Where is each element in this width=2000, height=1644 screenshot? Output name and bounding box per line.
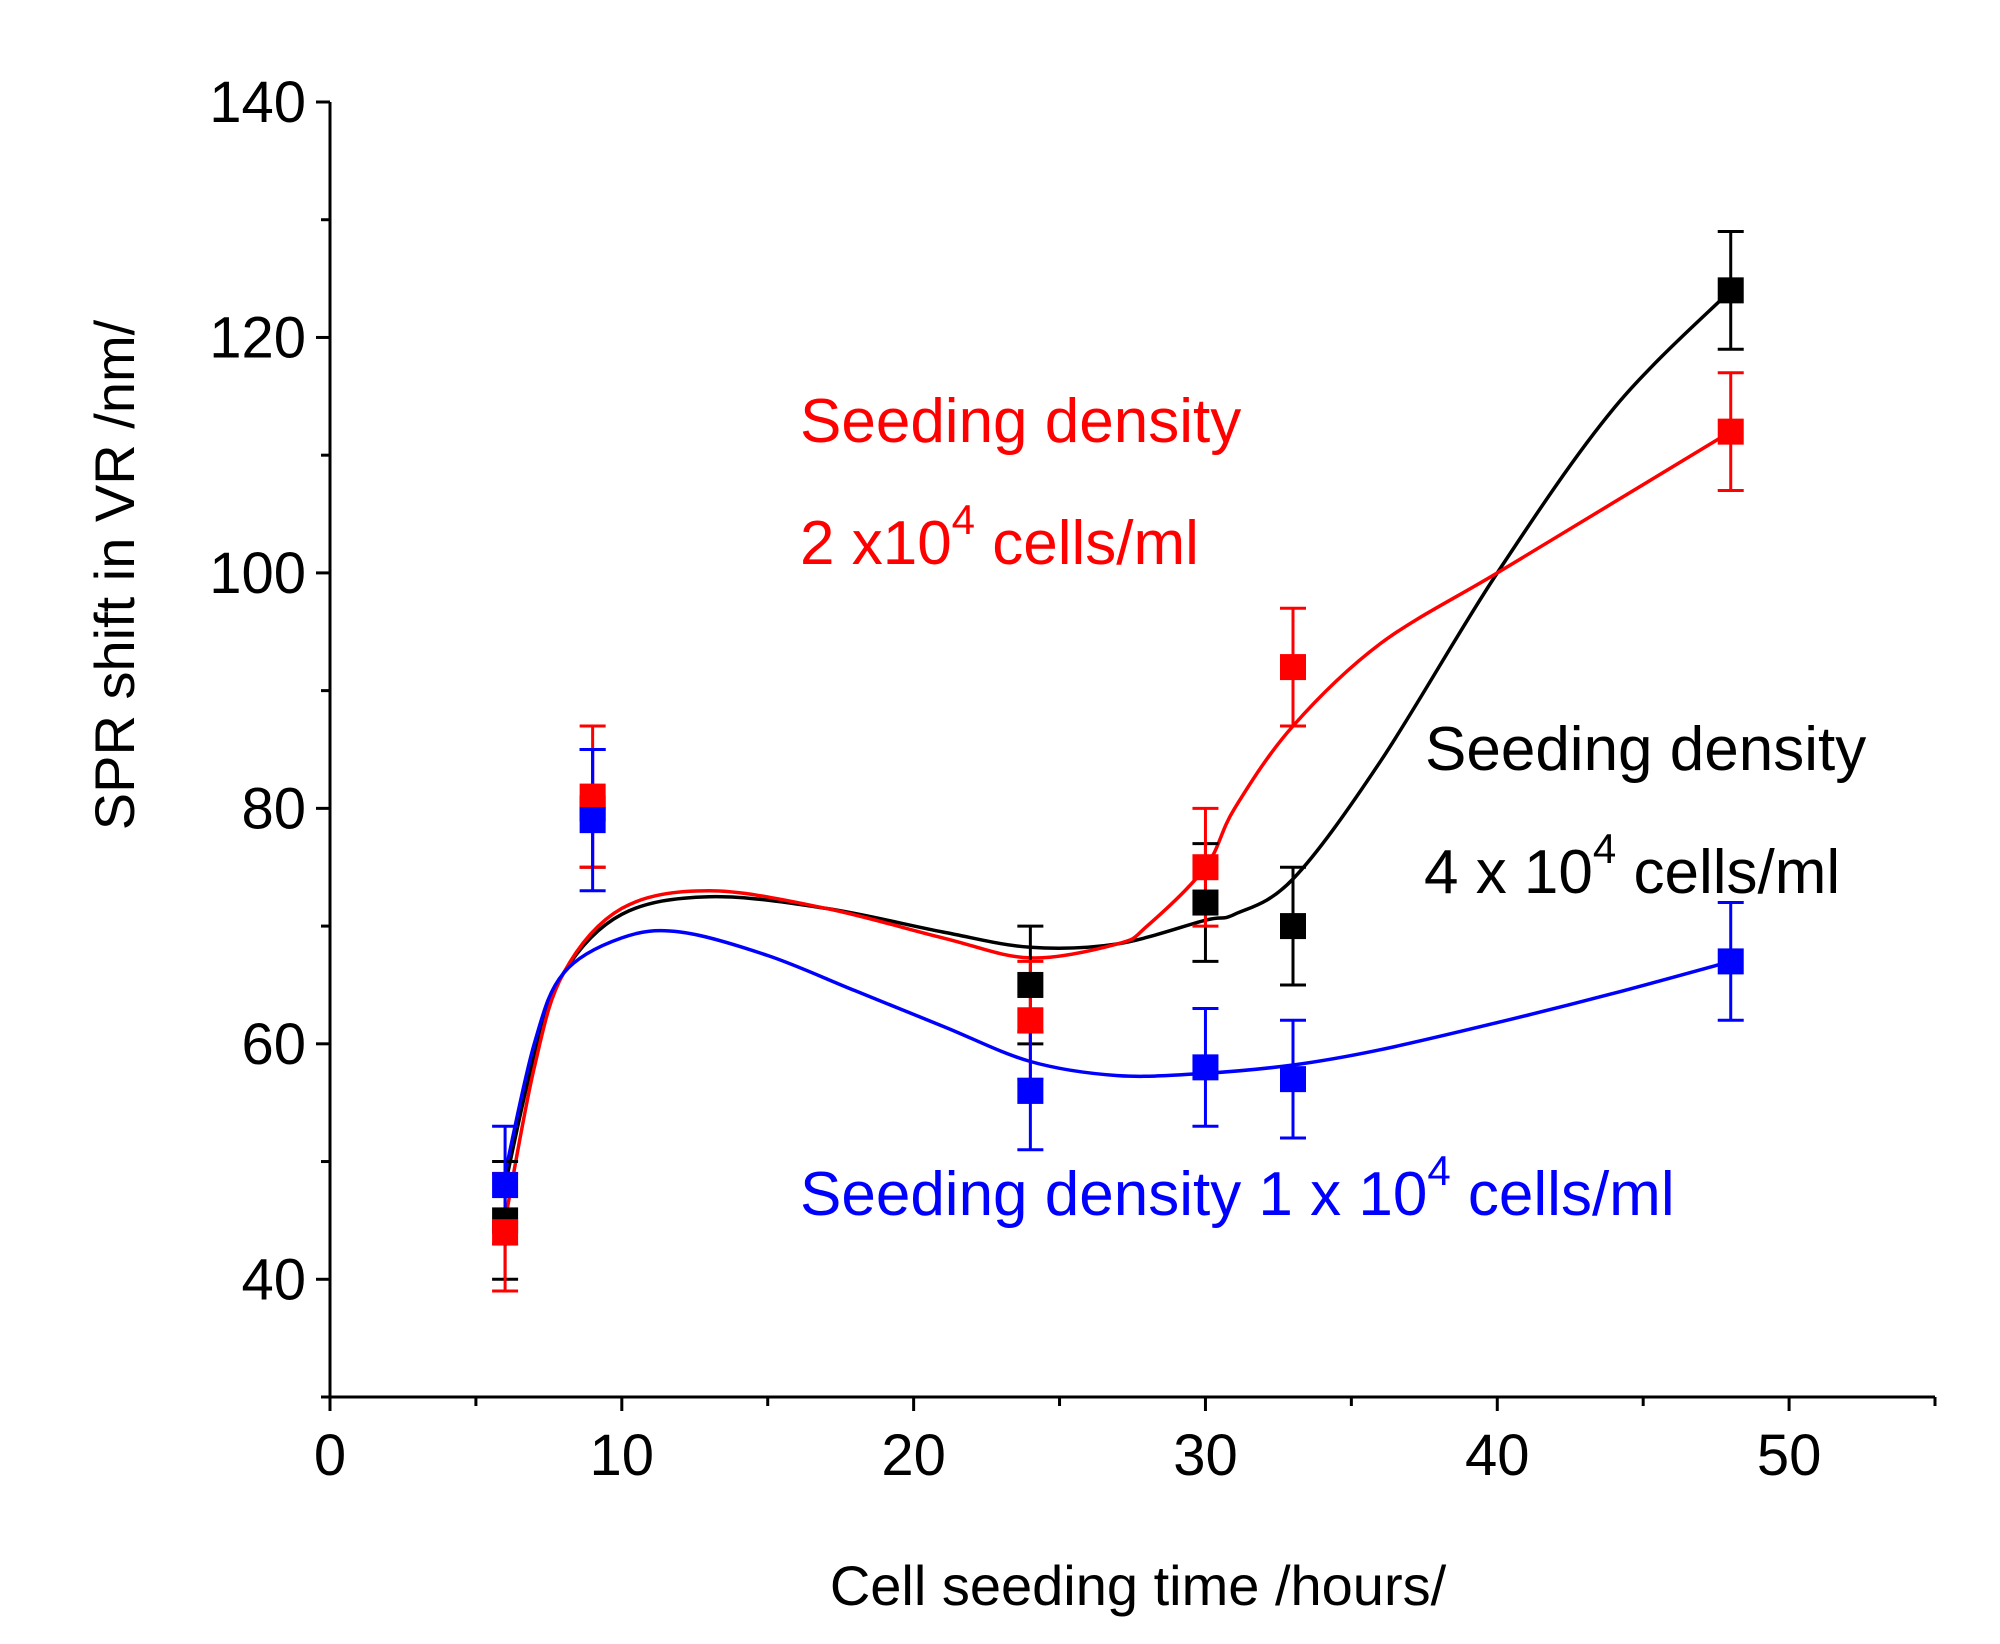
data-point-blue (1717, 948, 1744, 975)
y-axis-title: SPR shift in VR /nm/ (83, 319, 146, 830)
data-point-red (492, 1219, 519, 1246)
annotation-black-line1: Seeding density (1425, 715, 1866, 784)
annotation-red-unit: cells/ml (975, 509, 1199, 578)
data-point-blue (1280, 1066, 1306, 1093)
data-point-black (1192, 889, 1219, 916)
annotation-black-unit: cells/ml (1616, 838, 1840, 907)
y-tick-label: 40 (241, 1247, 306, 1312)
annotation-black-line2: 4 x 104 cells/ml (1424, 825, 1840, 907)
annotation-red-line2: 2 x104 cells/ml (800, 496, 1199, 578)
x-tick-label: 0 (314, 1423, 346, 1488)
annotation-black-exponent: 4 (1593, 825, 1616, 872)
x-tick-label: 20 (881, 1423, 946, 1488)
fit-curves (503, 289, 1732, 1221)
data-point-blue (1192, 1054, 1219, 1081)
axes: 0 10 20 30 40 50 40 60 80 100 120 140 (209, 70, 1937, 1488)
y-tick-label: 60 (241, 1012, 306, 1077)
data-point-blue (492, 1172, 519, 1199)
annotation-blue-exponent: 4 (1427, 1147, 1450, 1194)
data-point-red (1192, 854, 1219, 881)
fit-curve-blue (503, 928, 1732, 1174)
annotation-black-base: 4 x 10 (1424, 838, 1593, 907)
data-point-black (1280, 913, 1306, 940)
annotation-blue-base: Seeding density 1 x 10 (800, 1160, 1427, 1229)
data-point-red (579, 783, 606, 810)
annotation-red-exponent: 4 (952, 496, 975, 543)
data-point-red (1717, 418, 1744, 445)
x-tick-label: 10 (590, 1423, 655, 1488)
data-point-blue (1017, 1077, 1044, 1104)
annotation-red-line1: Seeding density (800, 387, 1241, 456)
x-tick-label: 30 (1173, 1423, 1238, 1488)
y-tick-label: 100 (209, 541, 306, 606)
data-point-red (1017, 1007, 1044, 1034)
y-tick-label: 80 (241, 776, 306, 841)
annotation-blue: Seeding density 1 x 104 cells/ml (800, 1147, 1675, 1229)
x-tick-label: 40 (1465, 1423, 1530, 1488)
annotation-red-base: 2 x10 (800, 509, 952, 578)
data-point-red (1280, 654, 1306, 681)
y-tick-label: 140 (209, 70, 306, 135)
x-tick-label: 50 (1757, 1423, 1822, 1488)
x-axis-title: Cell seeding time /hours/ (830, 1554, 1447, 1617)
y-tick-label: 120 (209, 305, 306, 370)
data-point-blue (579, 807, 606, 834)
fit-curve-red (503, 430, 1732, 1221)
data-points (492, 277, 1744, 1246)
data-point-black (1717, 277, 1744, 304)
annotation-blue-unit: cells/ml (1451, 1160, 1675, 1229)
data-point-black (1017, 971, 1044, 998)
